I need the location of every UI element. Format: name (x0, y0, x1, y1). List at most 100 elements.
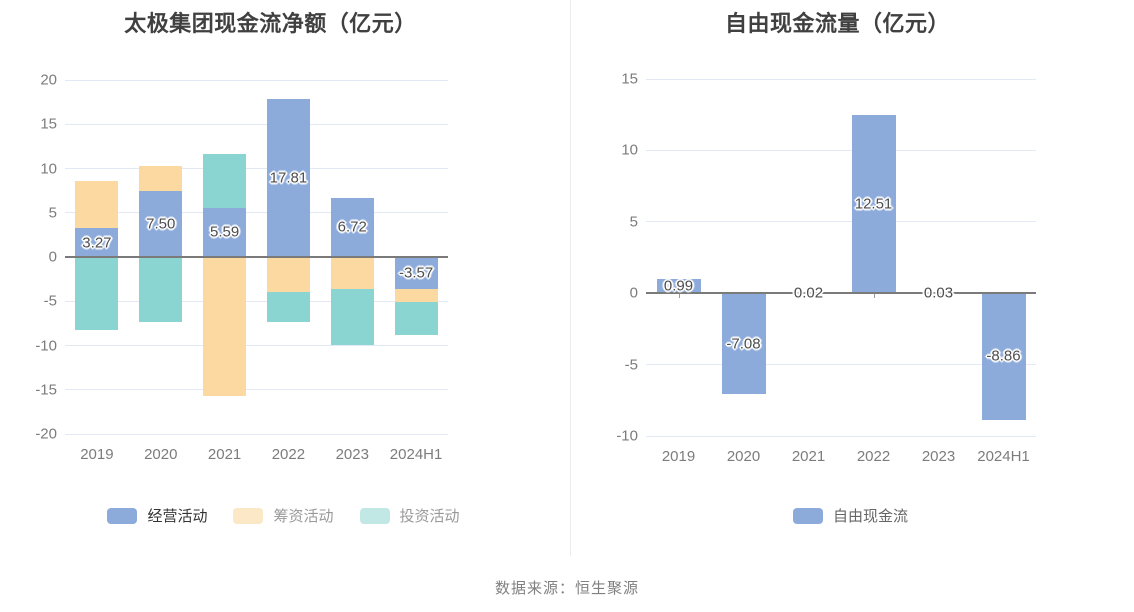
bar-investing-2019[interactable] (75, 257, 119, 330)
x-axis-label-2019: 2019 (661, 448, 696, 465)
bar-value-label: 17.81 (269, 169, 308, 187)
legend-item-investing[interactable]: 投资活动 (359, 507, 460, 525)
x-axis-label-2021: 2021 (207, 446, 242, 463)
bar-investing-2020[interactable] (139, 257, 183, 322)
bar-operating-2023[interactable] (330, 197, 374, 257)
bar-investing-2021[interactable] (203, 154, 247, 208)
legend-label-free-cash-flow: 自由现金流 (832, 507, 908, 525)
bar-operating-2020[interactable] (139, 190, 183, 257)
bar-value-label: -8.86 (986, 347, 1021, 365)
bar-financing-2019[interactable] (75, 181, 119, 229)
gridline (646, 221, 1036, 223)
bar-financing-2020[interactable] (139, 165, 183, 191)
x-axis-label-2024H1: 2024H1 (977, 448, 1030, 465)
x-axis-label-2023: 2023 (335, 446, 369, 463)
x-axis-tick (678, 293, 680, 299)
y-axis-label: 10 (40, 160, 57, 177)
zero-axis-line (65, 256, 448, 258)
y-axis-label: 10 (621, 141, 638, 159)
bar-financing-2024H1[interactable] (394, 288, 438, 302)
y-axis-label: -20 (35, 425, 57, 443)
gridline (65, 123, 448, 125)
bar-value-label: 7.50 (146, 215, 176, 233)
bar-value-label: 0.03 (923, 284, 954, 302)
bar-free-cash-flow-2020[interactable] (721, 293, 766, 395)
legend-swatch-operating (107, 508, 138, 524)
y-axis-label: -10 (35, 337, 57, 354)
y-axis-label: -15 (35, 381, 57, 399)
legend-item-financing[interactable]: 筹资活动 (233, 507, 334, 525)
bar-operating-2024H1[interactable] (394, 257, 438, 289)
bar-investing-2023[interactable] (330, 289, 374, 346)
y-axis-label: 15 (40, 115, 57, 133)
bar-operating-2021[interactable] (203, 207, 247, 257)
bar-free-cash-flow-2019[interactable] (656, 279, 701, 294)
legend-swatch-investing (359, 508, 390, 524)
x-axis-label-2019: 2019 (80, 446, 114, 463)
gridline (65, 212, 448, 214)
y-axis-label: 5 (629, 213, 638, 231)
bar-value-label: 12.51 (854, 195, 893, 213)
legend-item-free-cash-flow[interactable]: 自由现金流 (792, 507, 908, 525)
x-axis-tick (808, 293, 810, 299)
x-axis-label-2022: 2022 (271, 446, 306, 463)
bar-financing-2023[interactable] (330, 257, 374, 290)
bar-investing-2022[interactable] (266, 291, 310, 323)
bar-value-label: 6.72 (337, 218, 367, 236)
y-axis-label: 5 (48, 204, 57, 222)
bar-free-cash-flow-2024H1[interactable] (981, 293, 1026, 420)
x-axis-label-2020: 2020 (144, 446, 178, 463)
gridline (65, 168, 448, 169)
x-axis-label-2022: 2022 (856, 448, 891, 465)
net-cashflow-chart: 太极集团现金流净额（亿元） 经营活动 筹资活动 投资活动 20 15 10 5 0 -5 -10… (0, 0, 567, 560)
gridline (65, 345, 448, 346)
x-axis-tick (873, 293, 875, 299)
bar-operating-2019[interactable] (75, 228, 119, 257)
gridline (65, 389, 448, 391)
bar-financing-2021[interactable] (203, 257, 247, 396)
x-axis-tick (938, 293, 940, 299)
x-axis-label-2021: 2021 (791, 448, 826, 465)
legend-label-investing: 投资活动 (399, 507, 460, 525)
free-cashflow-chart-title: 自由现金流量（亿元） (724, 11, 950, 36)
gridline (65, 79, 448, 81)
y-axis-label: 0 (48, 248, 57, 266)
free-cashflow-chart: 自由现金流量（亿元） 自由现金流 15 10 5 0 -5 -10 2019 2020 2021… (567, 0, 1134, 560)
gridline (646, 364, 1036, 366)
x-axis-label-2023: 2023 (921, 448, 956, 465)
legend-label-operating: 经营活动 (147, 507, 208, 525)
net-cashflow-chart-title: 太极集团现金流净额（亿元） (124, 11, 417, 36)
panel-divider (570, 0, 571, 556)
y-axis-label: 15 (621, 70, 638, 88)
bar-value-label: 5.59 (209, 223, 240, 241)
y-axis-label: -5 (624, 356, 638, 374)
bar-value-label: 3.27 (82, 234, 112, 252)
legend-item-operating[interactable]: 经营活动 (107, 508, 207, 524)
free-cashflow-legend: 自由现金流 (567, 508, 1134, 524)
y-axis-label: 20 (40, 71, 57, 89)
gridline (646, 149, 1036, 151)
bar-operating-2022[interactable] (266, 99, 310, 257)
legend-label-financing: 筹资活动 (273, 507, 334, 525)
x-axis-label-2024H1: 2024H1 (389, 446, 443, 463)
bar-value-label: -3.57 (398, 264, 434, 282)
x-axis-label-2020: 2020 (726, 448, 761, 465)
legend-swatch-free-cash-flow (792, 508, 823, 524)
bar-value-label: -7.08 (726, 335, 761, 353)
y-axis-label: -5 (43, 292, 57, 310)
net-cashflow-legend: 经营活动 筹资活动 投资活动 (0, 508, 567, 524)
gridline (65, 300, 448, 302)
data-source-text: 数据来源：恒生聚源 (494, 580, 639, 597)
y-axis-label: -10 (616, 427, 638, 445)
y-axis-label: 0 (629, 284, 638, 302)
bar-investing-2024H1[interactable] (394, 301, 438, 336)
gridline (646, 435, 1036, 437)
bar-value-label: 0.99 (663, 277, 694, 295)
bar-financing-2022[interactable] (266, 257, 310, 292)
gridline (646, 78, 1036, 80)
bar-value-label: 0.02 (793, 284, 824, 302)
gridline (65, 433, 448, 435)
bar-free-cash-flow-2022[interactable] (851, 114, 896, 294)
zero-axis-line (646, 292, 1036, 295)
